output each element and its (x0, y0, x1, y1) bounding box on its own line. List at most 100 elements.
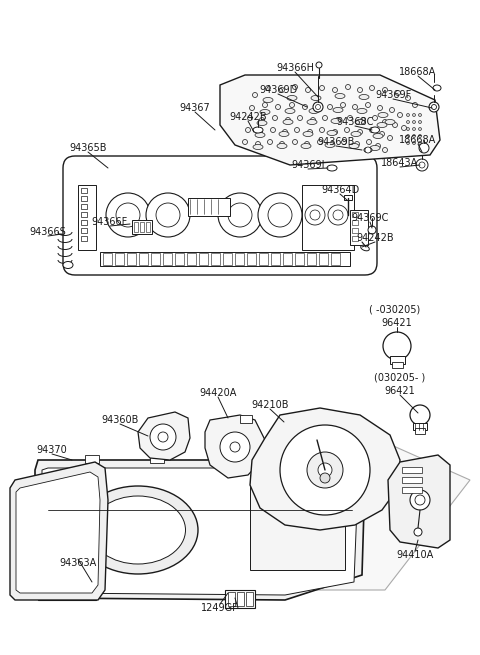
Polygon shape (35, 460, 365, 600)
Circle shape (410, 405, 430, 425)
Bar (344, 195, 352, 200)
Text: 94420A: 94420A (199, 388, 237, 398)
Circle shape (267, 140, 273, 145)
Circle shape (146, 193, 190, 237)
Circle shape (333, 130, 337, 134)
Circle shape (346, 84, 350, 90)
Circle shape (258, 193, 302, 237)
Text: 18668A: 18668A (399, 135, 437, 145)
Circle shape (283, 130, 288, 134)
Ellipse shape (91, 496, 185, 564)
Bar (246, 592, 253, 606)
Bar (352, 236, 358, 241)
Circle shape (268, 203, 292, 227)
Bar (132, 220, 152, 234)
Text: 94210B: 94210B (251, 400, 289, 410)
Ellipse shape (287, 96, 297, 100)
Ellipse shape (327, 165, 337, 171)
Ellipse shape (377, 122, 387, 128)
Text: 94366F: 94366F (92, 217, 128, 227)
Circle shape (407, 128, 409, 130)
Ellipse shape (349, 143, 359, 149)
Polygon shape (138, 412, 190, 460)
Circle shape (397, 113, 403, 117)
Circle shape (412, 134, 416, 138)
Text: 18668A: 18668A (399, 67, 437, 77)
Text: 94410A: 94410A (396, 550, 433, 560)
Circle shape (348, 115, 352, 121)
Polygon shape (42, 468, 358, 595)
Text: 94367: 94367 (180, 103, 210, 113)
Bar (295, 455, 309, 463)
Bar (163, 253, 172, 265)
Bar (187, 253, 196, 265)
Circle shape (320, 473, 330, 483)
Bar (115, 253, 124, 265)
Circle shape (419, 141, 421, 145)
Bar (352, 220, 358, 225)
Circle shape (412, 141, 416, 145)
Bar (134, 222, 138, 232)
Bar (352, 212, 358, 217)
Circle shape (230, 442, 240, 452)
Bar (223, 253, 232, 265)
Circle shape (419, 162, 425, 168)
Circle shape (355, 141, 360, 147)
Text: (030205- ): (030205- ) (374, 373, 426, 383)
Circle shape (360, 117, 365, 122)
Ellipse shape (355, 119, 365, 124)
Circle shape (406, 96, 410, 100)
Circle shape (383, 332, 411, 360)
Circle shape (295, 128, 300, 132)
Circle shape (365, 147, 371, 153)
Circle shape (116, 203, 140, 227)
Bar (271, 253, 280, 265)
Polygon shape (220, 75, 440, 165)
Ellipse shape (309, 109, 319, 113)
Ellipse shape (253, 127, 263, 133)
Circle shape (252, 92, 257, 98)
Circle shape (298, 115, 302, 121)
Circle shape (311, 117, 315, 122)
Circle shape (265, 86, 271, 90)
Polygon shape (35, 440, 470, 590)
Polygon shape (250, 408, 400, 530)
Bar (140, 222, 144, 232)
Circle shape (307, 452, 343, 488)
Bar (78, 185, 96, 250)
FancyBboxPatch shape (63, 156, 377, 275)
Bar (127, 253, 136, 265)
Circle shape (387, 136, 393, 141)
Circle shape (263, 102, 267, 107)
Circle shape (336, 117, 340, 122)
Ellipse shape (325, 143, 335, 147)
Ellipse shape (260, 109, 270, 115)
Circle shape (358, 88, 362, 92)
Bar (150, 455, 164, 463)
Bar (402, 467, 422, 473)
Bar (220, 455, 234, 463)
Ellipse shape (360, 245, 369, 251)
Circle shape (375, 143, 381, 149)
Bar (392, 362, 403, 368)
Circle shape (320, 86, 324, 90)
Circle shape (289, 102, 295, 107)
Circle shape (407, 113, 409, 117)
Ellipse shape (63, 261, 73, 269)
Circle shape (305, 88, 311, 92)
Circle shape (372, 115, 377, 121)
Ellipse shape (433, 85, 441, 91)
Circle shape (407, 141, 409, 145)
Text: 94370: 94370 (36, 445, 67, 455)
Bar (199, 253, 208, 265)
Ellipse shape (285, 109, 295, 113)
Text: 94364D: 94364D (321, 185, 359, 195)
Circle shape (365, 102, 371, 107)
Circle shape (150, 424, 176, 450)
Circle shape (320, 128, 324, 132)
Bar (139, 253, 148, 265)
Bar (352, 228, 358, 233)
Bar (81, 220, 87, 225)
Circle shape (308, 130, 312, 134)
Ellipse shape (301, 143, 311, 149)
